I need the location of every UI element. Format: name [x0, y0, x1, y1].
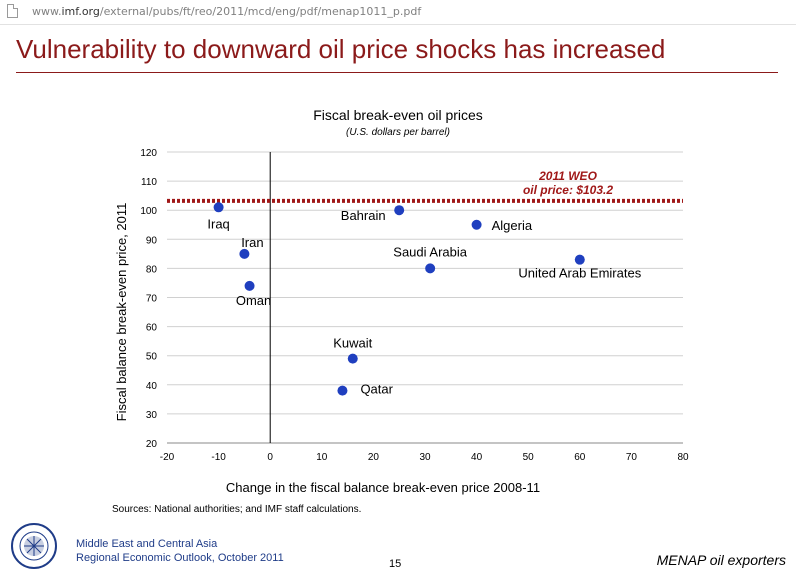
y-tick-label: 90	[146, 235, 158, 246]
data-point: Algeria	[471, 218, 533, 233]
address-bar[interactable]: www.imf.org/external/pubs/ft/reo/2011/mc…	[0, 0, 796, 25]
x-tick-label: 30	[419, 452, 431, 463]
chart-subtitle: (U.S. dollars per barrel)	[346, 127, 450, 138]
weo-label-line1: 2011 WEO	[538, 169, 597, 183]
point-label: Saudi Arabia	[393, 244, 467, 259]
axes	[167, 152, 683, 444]
x-tick-label: 40	[471, 452, 483, 463]
point-marker	[425, 263, 436, 274]
source-note: Sources: National authorities; and IMF s…	[112, 504, 361, 515]
point-marker	[244, 280, 255, 291]
point-marker	[471, 219, 482, 230]
weo-label-line2: oil price: $103.2	[523, 183, 613, 197]
data-point: Iran	[239, 235, 264, 259]
tick-labels: 20 30 40 50 60 70 80 90 100 110 120 -20 -10 0 10 20 30 40…	[140, 148, 689, 463]
x-tick-label: 80	[677, 452, 689, 463]
y-tick-label: 120	[140, 148, 157, 159]
y-tick-label: 50	[146, 352, 158, 363]
y-tick-label: 40	[146, 381, 158, 392]
slide-title: Vulnerability to downward oil price shoc…	[16, 34, 666, 64]
y-tick-label: 100	[140, 206, 157, 217]
point-marker	[337, 385, 348, 396]
x-tick-label: 70	[626, 452, 638, 463]
point-label: Algeria	[492, 218, 533, 233]
x-tick-label: -10	[211, 452, 226, 463]
data-point: Iraq	[207, 202, 230, 231]
x-tick-label: -20	[160, 452, 175, 463]
point-label: Bahrain	[341, 208, 386, 223]
y-tick-label: 70	[146, 294, 158, 305]
page-icon	[7, 4, 18, 18]
y-tick-label: 80	[146, 264, 158, 275]
title-divider	[16, 72, 778, 73]
x-tick-label: 60	[574, 452, 586, 463]
chart-title: Fiscal break-even oil prices	[313, 107, 483, 123]
y-tick-label: 30	[146, 410, 158, 421]
point-label: Qatar	[360, 382, 393, 397]
url-text[interactable]: www.imf.org/external/pubs/ft/reo/2011/mc…	[32, 5, 422, 18]
page-number: 15	[389, 558, 402, 570]
section-label: MENAP oil exporters	[656, 552, 786, 568]
footer-region: Middle East and Central Asia	[76, 538, 218, 550]
data-point: United Arab Emirates	[518, 254, 642, 281]
imf-seal-logo	[11, 523, 57, 569]
point-marker	[574, 254, 585, 265]
x-axis-label: Change in the fiscal balance break-even …	[226, 480, 540, 495]
point-marker	[347, 353, 358, 364]
point-label: Iran	[241, 235, 263, 250]
y-tick-label: 60	[146, 323, 158, 334]
point-marker	[239, 248, 250, 259]
y-tick-label: 110	[141, 177, 157, 188]
data-point: Oman	[236, 280, 271, 308]
x-tick-label: 10	[316, 452, 328, 463]
point-label: Iraq	[207, 216, 229, 231]
footer-publication: Regional Economic Outlook, October 2011	[76, 552, 284, 564]
data-point: Kuwait	[333, 336, 373, 364]
data-point: Bahrain	[341, 205, 405, 223]
point-marker	[394, 205, 405, 216]
x-tick-label: 50	[523, 452, 535, 463]
point-label: Oman	[236, 293, 271, 308]
y-axis-label: Fiscal balance break-even price, 2011	[114, 203, 129, 422]
data-point: Qatar	[337, 382, 394, 397]
gridlines	[167, 151, 683, 444]
x-tick-label: 20	[368, 452, 380, 463]
point-label: United Arab Emirates	[518, 266, 641, 281]
point-label: Kuwait	[333, 336, 372, 351]
y-tick-label: 20	[146, 439, 158, 450]
data-point: Saudi Arabia	[393, 244, 468, 274]
x-tick-label: 0	[267, 452, 273, 463]
point-marker	[213, 202, 224, 213]
data-points: Iraq Iran Oman Bahrain Algeria Saudi Arabia Un…	[207, 202, 642, 397]
